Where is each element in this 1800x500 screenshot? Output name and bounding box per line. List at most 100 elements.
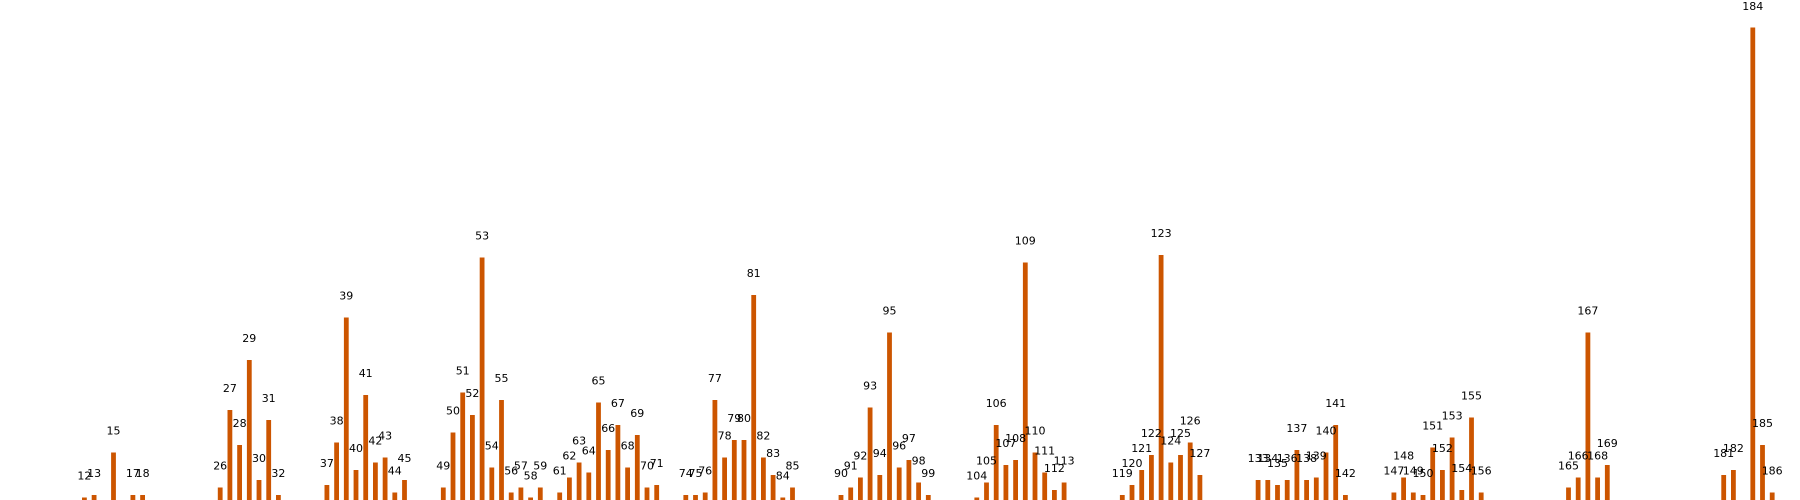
bar-label-39: 39	[339, 290, 353, 303]
bar-label-142: 142	[1335, 467, 1356, 480]
bar-label-65: 65	[592, 375, 606, 388]
bar-63	[576, 462, 582, 500]
bar-120	[1129, 485, 1135, 500]
bar-label-55: 55	[495, 372, 509, 385]
bar-148	[1401, 477, 1406, 500]
bar-label-15: 15	[107, 425, 121, 438]
bar-150	[1420, 495, 1426, 500]
bar-label-155: 155	[1461, 390, 1482, 403]
bar-32	[276, 495, 281, 500]
bar-label-186: 186	[1762, 465, 1783, 478]
bar-58	[528, 497, 533, 500]
bar-label-76: 76	[698, 465, 712, 478]
bar-label-61: 61	[553, 465, 567, 478]
bar-label-181: 181	[1713, 447, 1734, 460]
bar-81	[751, 295, 757, 500]
bar-label-111: 111	[1034, 445, 1055, 458]
bar-182	[1731, 470, 1736, 500]
bar-82	[761, 457, 766, 500]
bar-74	[683, 495, 689, 500]
bar-71	[654, 485, 660, 500]
bar-label-135: 135	[1267, 457, 1288, 470]
bar-52	[470, 415, 475, 500]
bar-label-84: 84	[776, 470, 790, 483]
bar-label-107: 107	[995, 437, 1016, 450]
bar-label-64: 64	[582, 445, 596, 458]
bar-149	[1410, 492, 1416, 500]
bar-label-74: 74	[679, 467, 693, 480]
bar-76	[702, 492, 708, 500]
bar-112	[1052, 490, 1057, 500]
bar-49	[440, 487, 446, 500]
bar-label-126: 126	[1180, 415, 1201, 428]
bar-111	[1042, 472, 1048, 500]
bar-41	[363, 395, 369, 500]
bar-label-83: 83	[766, 447, 780, 460]
bar-152	[1440, 470, 1445, 500]
bar-134	[1265, 480, 1271, 500]
bar-label-58: 58	[524, 470, 538, 483]
bar-label-108: 108	[1005, 432, 1026, 445]
bar-label-96: 96	[892, 440, 906, 453]
bar-64	[586, 472, 592, 500]
bar-label-148: 148	[1393, 450, 1414, 463]
bar-40	[353, 470, 359, 500]
bar-label-140: 140	[1316, 425, 1337, 438]
bar-147	[1391, 492, 1397, 500]
bar-153	[1449, 437, 1455, 500]
bar-95	[887, 332, 892, 500]
bar-125	[1178, 455, 1183, 500]
bar-label-99: 99	[921, 467, 935, 480]
bar-label-69: 69	[630, 407, 644, 420]
bar-136	[1284, 480, 1290, 500]
bar-29	[246, 360, 252, 500]
bar-55	[499, 400, 504, 500]
bar-label-50: 50	[446, 405, 460, 418]
bar-label-70: 70	[640, 460, 654, 473]
bar-15	[111, 452, 116, 500]
bar-90	[838, 495, 844, 500]
bar-43	[382, 457, 388, 500]
bar-label-54: 54	[485, 440, 499, 453]
bar-label-133: 133	[1248, 452, 1269, 465]
bar-98	[916, 482, 921, 500]
bar-54	[489, 467, 495, 500]
bar-165	[1566, 487, 1571, 500]
bar-label-151: 151	[1422, 420, 1443, 433]
bar-label-43: 43	[378, 430, 392, 443]
bar-67	[615, 425, 621, 500]
bar-28	[237, 445, 242, 500]
bar-39	[343, 317, 349, 500]
bar-label-75: 75	[689, 467, 703, 480]
bar-75	[693, 495, 698, 500]
bar-label-105: 105	[976, 455, 997, 468]
bar-label-79: 79	[727, 412, 741, 425]
bar-label-124: 124	[1160, 435, 1181, 448]
bar-105	[984, 482, 989, 500]
bar-99	[925, 495, 931, 500]
bar-label-28: 28	[233, 417, 247, 430]
bar-94	[877, 475, 883, 500]
bar-13	[91, 495, 97, 500]
bar-label-134: 134	[1257, 452, 1278, 465]
bar-label-149: 149	[1403, 465, 1424, 478]
bar-93	[867, 407, 873, 500]
bar-label-63: 63	[572, 435, 586, 448]
bar-label-97: 97	[902, 432, 916, 445]
bar-138	[1304, 480, 1309, 500]
bar-label-123: 123	[1151, 227, 1172, 240]
bar-label-110: 110	[1025, 425, 1046, 438]
bar-label-78: 78	[718, 430, 732, 443]
bar-167	[1585, 332, 1591, 500]
bar-83	[770, 475, 776, 500]
bar-label-91: 91	[844, 460, 858, 473]
bar-155	[1469, 417, 1474, 500]
bar-44	[392, 492, 398, 500]
bar-139	[1313, 477, 1319, 500]
bar-label-31: 31	[262, 392, 276, 405]
bar-label-41: 41	[359, 367, 373, 380]
bar-label-168: 168	[1587, 450, 1608, 463]
bar-label-68: 68	[621, 440, 635, 453]
